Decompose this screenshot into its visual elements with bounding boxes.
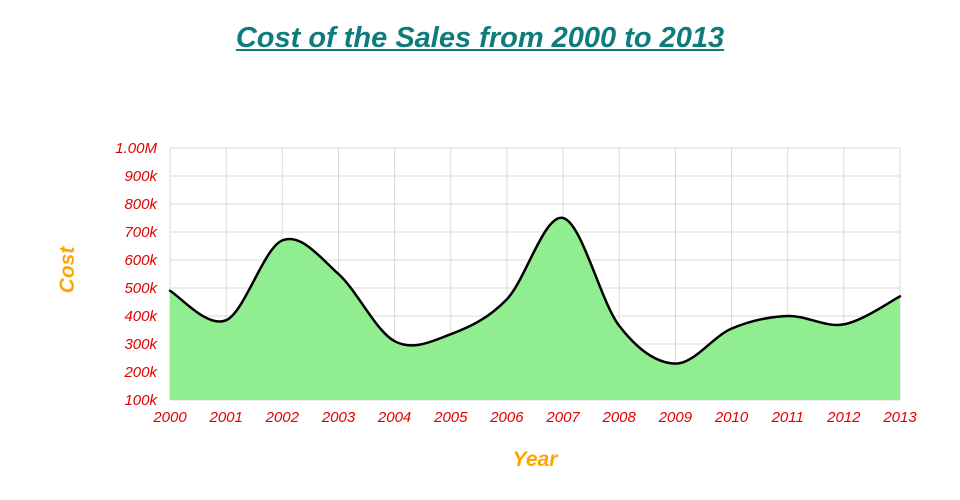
y-tick-label: 900k [124, 168, 158, 185]
x-tick-label: 2007 [545, 409, 580, 426]
series-line [168, 216, 902, 365]
y-tick-label: 800k [124, 196, 158, 213]
x-axis-title: Year [512, 448, 558, 471]
area-fill [170, 217, 900, 400]
x-tick-label: 2013 [882, 409, 917, 426]
y-tick-label: 100k [124, 392, 158, 409]
x-tick-label: 2000 [152, 409, 187, 426]
x-tick-label: 2010 [714, 409, 749, 426]
y-tick-label: 600k [124, 252, 158, 269]
x-tick-label: 2006 [489, 409, 524, 426]
x-tick-label: 2009 [658, 409, 693, 426]
y-tick-label: 400k [124, 308, 158, 325]
x-tick-label: 2003 [321, 409, 356, 426]
x-tick-label: 2001 [209, 409, 243, 426]
x-tick-label: 2008 [602, 409, 637, 426]
y-tick-label: 200k [123, 364, 158, 381]
y-tick-label: 700k [124, 224, 158, 241]
chart-title: Cost of the Sales from 2000 to 2013 [235, 22, 725, 54]
x-tick-label: 2005 [433, 409, 468, 426]
x-tick-label: 2002 [265, 409, 300, 426]
y-tick-label: 300k [124, 336, 158, 353]
x-tick-label: 2011 [771, 409, 804, 426]
y-tick-label: 500k [124, 280, 158, 297]
x-tick-label: 2012 [826, 409, 861, 426]
x-tick-label: 2004 [377, 409, 411, 426]
y-tick-label: 1.00M [115, 140, 157, 157]
